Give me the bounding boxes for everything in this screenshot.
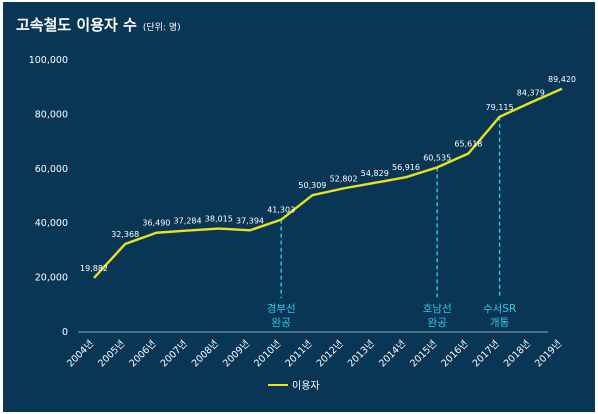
data-label: 19,882: [80, 264, 108, 273]
x-tick-label: 2014년: [377, 338, 408, 369]
annotation-label: 완공: [272, 316, 292, 329]
data-label: 52,802: [330, 174, 358, 183]
data-label: 38,015: [205, 215, 233, 224]
x-tick-label: 2013년: [346, 338, 377, 369]
y-tick-label: 20,000: [35, 273, 68, 284]
legend-swatch: [268, 383, 288, 386]
series-line: [93, 87, 563, 279]
data-label: 41,303: [267, 206, 295, 215]
x-tick-label: 2019년: [533, 338, 564, 369]
data-label: 79,115: [486, 103, 514, 112]
y-tick-label: 0: [62, 327, 68, 338]
legend-label: 이용자: [292, 381, 320, 392]
data-label: 54,829: [361, 169, 389, 178]
x-tick-label: 2016년: [439, 338, 470, 369]
data-label: 60,535: [423, 153, 451, 162]
data-label: 84,379: [517, 88, 545, 97]
data-label: 56,916: [392, 163, 420, 172]
x-tick-label: 2015년: [408, 338, 439, 369]
y-tick-label: 60,000: [35, 164, 68, 175]
x-tick-label: 2004년: [65, 338, 96, 369]
annotation-label: 수서SR: [483, 303, 516, 315]
data-label: 65,618: [454, 140, 482, 149]
y-tick-label: 100,000: [29, 55, 68, 66]
x-tick-label: 2017년: [471, 338, 502, 369]
x-tick-label: 2007년: [159, 338, 190, 369]
data-label: 89,420: [548, 75, 576, 84]
data-label: 37,284: [174, 217, 202, 226]
x-tick-label: 2005년: [96, 338, 127, 369]
chart-unit: (단위: 명): [142, 23, 181, 33]
x-tick-label: 2012년: [315, 338, 346, 369]
chart-title: 고속철도 이용자 수: [16, 16, 137, 34]
x-tick-label: 2018년: [502, 338, 533, 369]
data-label: 32,368: [111, 230, 139, 239]
data-label: 36,490: [142, 219, 170, 228]
annotation-label: 호남선: [423, 303, 452, 315]
annotation-label: 경부선: [267, 302, 296, 315]
y-tick-label: 40,000: [35, 218, 68, 229]
y-tick-label: 80,000: [35, 109, 68, 120]
x-tick-label: 2006년: [127, 338, 158, 369]
x-tick-label: 2009년: [221, 338, 252, 369]
annotation-label: 개통: [490, 317, 510, 329]
legend: 이용자: [268, 377, 320, 392]
annotation-label: 완공: [428, 316, 448, 329]
data-label: 50,309: [298, 181, 326, 190]
data-label: 37,394: [236, 216, 264, 225]
chart-title-group: 고속철도 이용자 수 (단위: 명): [16, 14, 181, 35]
x-tick-label: 2010년: [252, 338, 283, 369]
x-tick-label: 2011년: [283, 338, 314, 369]
x-tick-label: 2008년: [190, 338, 221, 369]
